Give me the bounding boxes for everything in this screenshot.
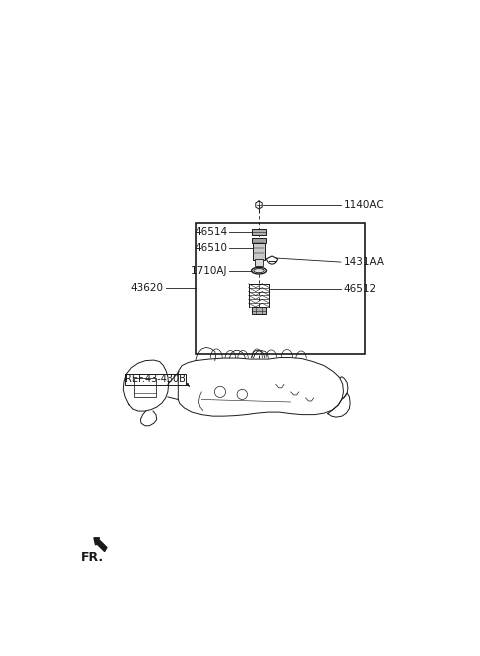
Bar xyxy=(252,307,266,314)
Bar xyxy=(252,240,265,260)
Text: 1140AC: 1140AC xyxy=(344,200,384,210)
Bar xyxy=(254,259,264,266)
Bar xyxy=(252,238,266,243)
Bar xyxy=(134,378,156,397)
FancyArrow shape xyxy=(94,538,107,552)
Bar xyxy=(196,222,365,354)
Text: 46514: 46514 xyxy=(194,227,228,237)
Text: 1431AA: 1431AA xyxy=(344,257,384,267)
Text: 1710AJ: 1710AJ xyxy=(191,266,228,276)
Text: FR.: FR. xyxy=(81,551,104,564)
Bar xyxy=(252,229,266,235)
Text: 46510: 46510 xyxy=(194,243,228,253)
Text: 46512: 46512 xyxy=(344,284,377,294)
Bar xyxy=(125,374,186,385)
Text: REF.43-430B: REF.43-430B xyxy=(125,375,186,384)
Text: 43620: 43620 xyxy=(131,283,163,293)
Ellipse shape xyxy=(254,269,264,273)
